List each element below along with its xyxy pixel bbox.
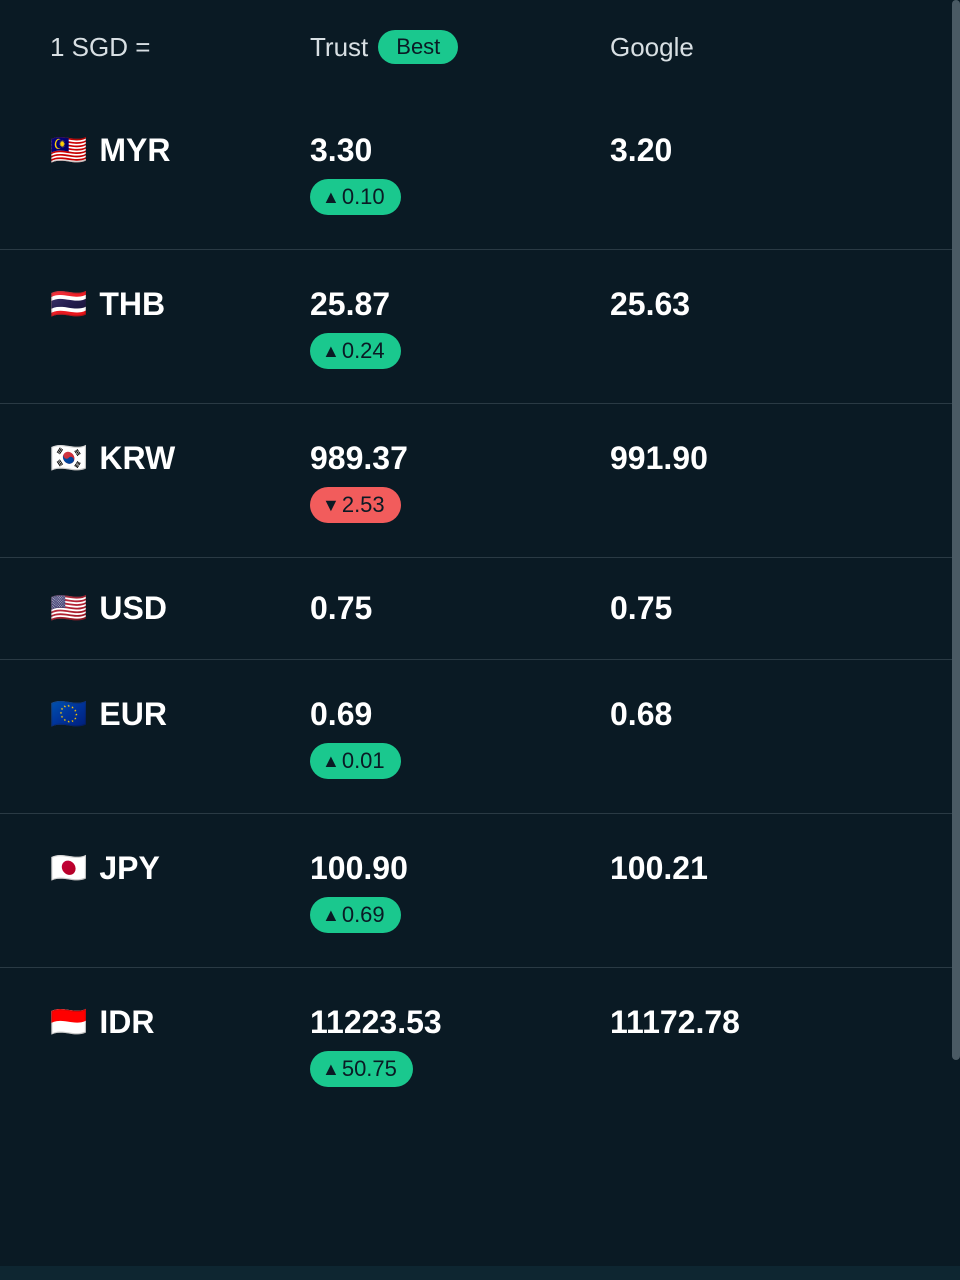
arrow-up-icon: ▲ (322, 1060, 340, 1078)
arrow-up-icon: ▲ (322, 188, 340, 206)
bottom-bar (0, 1266, 960, 1280)
trust-column-header: Trust Best (310, 30, 610, 64)
table-row[interactable]: 🇰🇷 KRW 989.37 ▼2.53 991.90 (0, 404, 960, 558)
exchange-rate-table: 1 SGD = Trust Best Google 🇲🇾MYR3.30▲0.10… (0, 0, 960, 1280)
trust-rate-value: 100.90 (310, 850, 610, 887)
google-rate-cell: 11172.78 (610, 1004, 910, 1041)
google-rate-value: 991.90 (610, 440, 910, 477)
trust-rate-cell: 0.75 (310, 590, 610, 627)
google-rate-value: 0.68 (610, 696, 910, 733)
currency-code: MYR (99, 132, 170, 169)
arrow-up-icon: ▲ (322, 342, 340, 360)
delta-badge: ▼2.53 (310, 487, 401, 523)
arrow-up-icon: ▲ (322, 752, 340, 770)
rows-container: 🇲🇾MYR3.30▲0.103.20🇹🇭THB25.87▲0.2425.63🇰🇷… (0, 96, 960, 1121)
trust-rate-value: 989.37 (310, 440, 610, 477)
trust-rate-value: 25.87 (310, 286, 610, 323)
best-badge: Best (378, 30, 458, 64)
google-rate-cell: 3.20 (610, 132, 910, 169)
trust-label: Trust (310, 32, 368, 63)
trust-rate-cell: 989.37 ▼2.53 (310, 440, 610, 523)
table-row[interactable]: 🇯🇵 JPY 100.90 ▲0.69 100.21 (0, 814, 960, 968)
google-rate-value: 0.75 (610, 590, 910, 627)
currency-code: IDR (99, 1004, 154, 1041)
currency-cell: 🇲🇾 MYR (50, 132, 310, 169)
trust-rate-value: 0.69 (310, 696, 610, 733)
google-rate-cell: 100.21 (610, 850, 910, 887)
google-rate-cell: 25.63 (610, 286, 910, 323)
google-rate-value: 100.21 (610, 850, 910, 887)
flag-icon: 🇪🇺 (50, 700, 87, 730)
google-rate-cell: 0.75 (610, 590, 910, 627)
table-row[interactable]: 🇺🇸 USD 0.750.75 (0, 558, 960, 660)
google-rate-cell: 0.68 (610, 696, 910, 733)
arrow-up-icon: ▲ (322, 906, 340, 924)
trust-rate-cell: 25.87 ▲0.24 (310, 286, 610, 369)
currency-cell: 🇯🇵 JPY (50, 850, 310, 887)
scrollbar[interactable] (952, 0, 960, 1060)
trust-rate-value: 11223.53 (310, 1004, 610, 1041)
trust-rate-cell: 100.90 ▲0.69 (310, 850, 610, 933)
table-header: 1 SGD = Trust Best Google (0, 0, 960, 96)
currency-code: JPY (99, 850, 159, 887)
flag-icon: 🇯🇵 (50, 854, 87, 884)
currency-code: USD (99, 590, 167, 627)
base-currency-label: 1 SGD = (50, 32, 310, 63)
delta-value: 2.53 (342, 492, 385, 518)
flag-icon: 🇰🇷 (50, 444, 87, 474)
google-column-header: Google (610, 32, 910, 63)
delta-badge: ▲0.69 (310, 897, 401, 933)
google-rate-value: 25.63 (610, 286, 910, 323)
currency-cell: 🇮🇩 IDR (50, 1004, 310, 1041)
currency-cell: 🇹🇭 THB (50, 286, 310, 323)
google-rate-cell: 991.90 (610, 440, 910, 477)
delta-badge: ▲0.24 (310, 333, 401, 369)
arrow-down-icon: ▼ (322, 496, 340, 514)
delta-value: 0.10 (342, 184, 385, 210)
delta-value: 0.24 (342, 338, 385, 364)
delta-badge: ▲0.10 (310, 179, 401, 215)
trust-rate-value: 3.30 (310, 132, 610, 169)
delta-badge: ▲0.01 (310, 743, 401, 779)
flag-icon: 🇮🇩 (50, 1008, 87, 1038)
delta-value: 50.75 (342, 1056, 397, 1082)
currency-cell: 🇺🇸 USD (50, 590, 310, 627)
delta-value: 0.69 (342, 902, 385, 928)
currency-code: EUR (99, 696, 167, 733)
currency-cell: 🇰🇷 KRW (50, 440, 310, 477)
currency-code: THB (99, 286, 165, 323)
flag-icon: 🇲🇾 (50, 136, 87, 166)
google-rate-value: 11172.78 (610, 1004, 910, 1041)
trust-rate-cell: 3.30 ▲0.10 (310, 132, 610, 215)
table-row[interactable]: 🇹🇭 THB 25.87 ▲0.24 25.63 (0, 250, 960, 404)
trust-rate-cell: 0.69 ▲0.01 (310, 696, 610, 779)
flag-icon: 🇹🇭 (50, 290, 87, 320)
google-rate-value: 3.20 (610, 132, 910, 169)
table-row[interactable]: 🇲🇾 MYR 3.30 ▲0.10 3.20 (0, 96, 960, 250)
delta-badge: ▲50.75 (310, 1051, 413, 1087)
table-row[interactable]: 🇪🇺 EUR 0.69 ▲0.01 0.68 (0, 660, 960, 814)
currency-code: KRW (99, 440, 175, 477)
currency-cell: 🇪🇺 EUR (50, 696, 310, 733)
flag-icon: 🇺🇸 (50, 594, 87, 624)
table-row[interactable]: 🇮🇩 IDR 11223.53 ▲50.75 11172.78 (0, 968, 960, 1121)
delta-value: 0.01 (342, 748, 385, 774)
trust-rate-cell: 11223.53 ▲50.75 (310, 1004, 610, 1087)
trust-rate-value: 0.75 (310, 590, 610, 627)
